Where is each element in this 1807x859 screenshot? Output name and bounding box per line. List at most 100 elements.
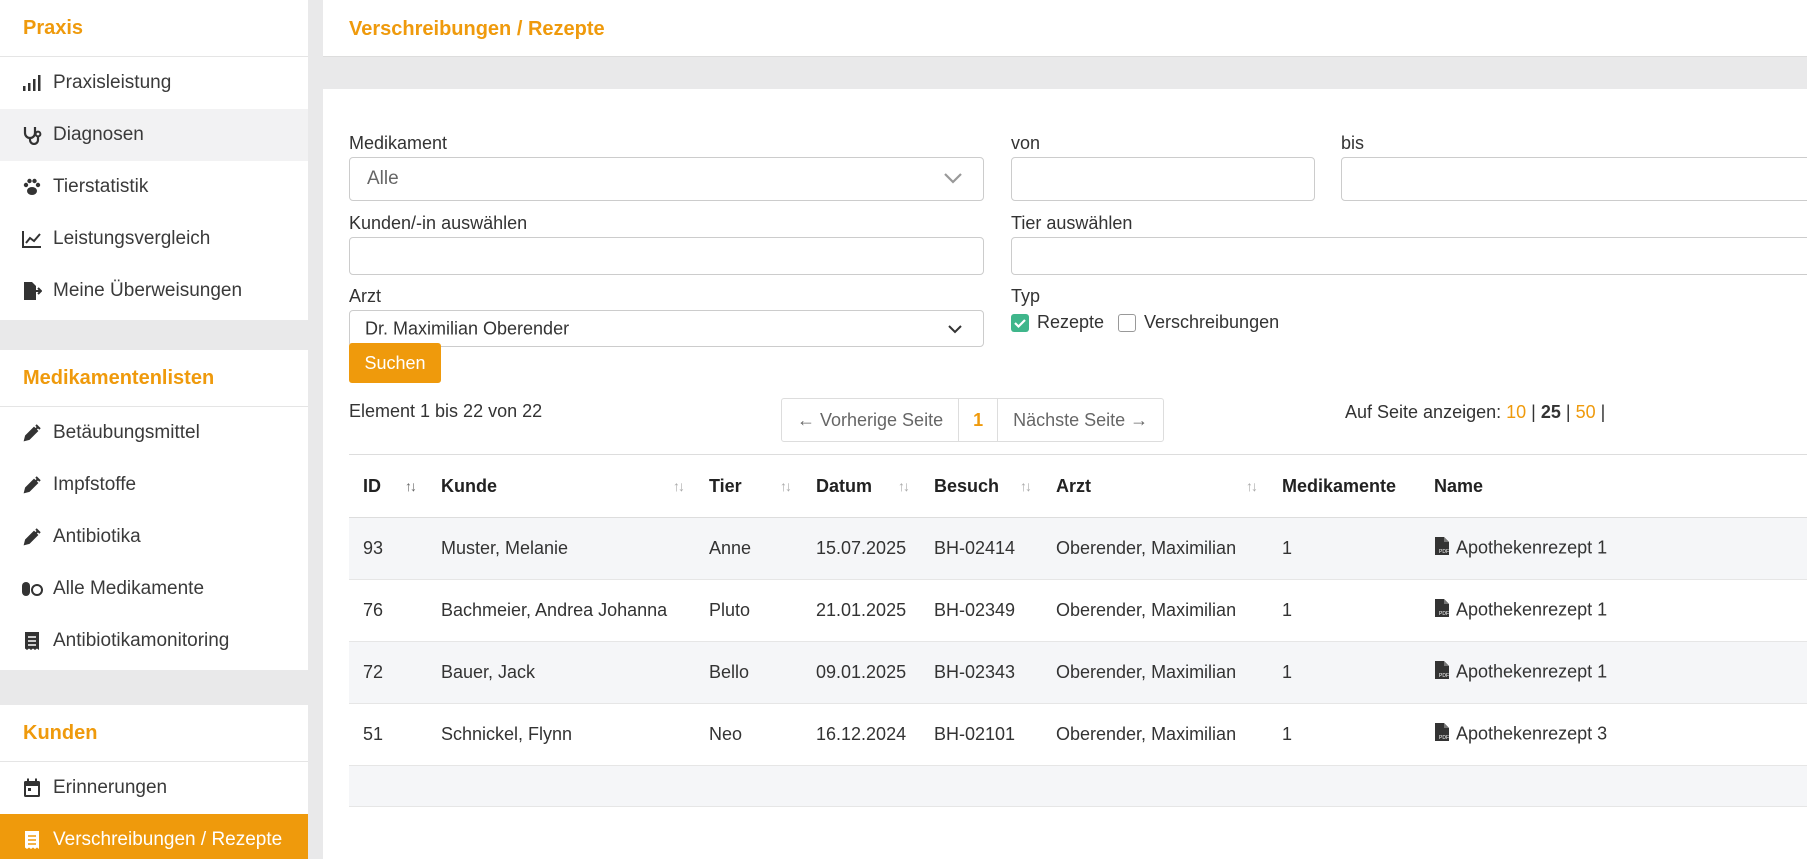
- column-header-tier[interactable]: Tier ↑↓: [695, 454, 802, 518]
- column-header-datum[interactable]: Datum ↑↓: [802, 454, 920, 518]
- sidebar: Praxis Praxisleistung Diagnosen Tierstat…: [0, 0, 308, 859]
- prescription-link[interactable]: Apothekenrezept 1: [1456, 537, 1608, 558]
- sidebar-section-title: Praxis: [0, 0, 308, 57]
- sidebar-item-leistungsvergleich[interactable]: Leistungsvergleich: [0, 213, 308, 265]
- sidebar-section-title: Medikamentenlisten: [0, 350, 308, 407]
- cell-name[interactable]: PDF Apothekenrezept 1: [1420, 517, 1807, 580]
- sidebar-section-praxis: Praxis Praxisleistung Diagnosen Tierstat…: [0, 0, 308, 320]
- sidebar-item-erinnerungen[interactable]: Erinnerungen: [0, 762, 308, 814]
- current-page[interactable]: 1: [959, 399, 999, 441]
- column-header-id[interactable]: ID ↑↓: [349, 454, 427, 518]
- table-header-row: ID ↑↓ Kunde ↑↓ Tier ↑↓ Datum ↑↓ Besuch ↑↓ Arz…: [349, 454, 1807, 518]
- column-header-name: Name: [1420, 454, 1807, 518]
- medikament-select-value: Alle: [367, 168, 399, 189]
- sort-icon[interactable]: ↑↓: [898, 478, 910, 494]
- table-row[interactable]: 72 Bauer, Jack Bello 09.01.2025 BH-02343…: [349, 641, 1807, 704]
- sidebar-item-label: Impfstoffe: [53, 474, 137, 495]
- previous-page-button[interactable]: ← Vorherige Seite: [782, 399, 960, 441]
- signal-bars-icon: [20, 72, 44, 94]
- sidebar-item-diagnosen[interactable]: Diagnosen: [0, 109, 308, 161]
- next-page-button[interactable]: Nächste Seite →: [1013, 410, 1149, 430]
- von-date-field[interactable]: [1011, 157, 1315, 201]
- cell-medikamente: 1: [1268, 641, 1420, 704]
- sidebar-item-alle-medikamente[interactable]: Alle Medikamente: [0, 563, 308, 615]
- sort-icon[interactable]: ↑↓: [780, 478, 792, 494]
- medikament-label: Medikament: [349, 133, 448, 153]
- cell-datum: 09.01.2025: [802, 641, 920, 704]
- medikament-select[interactable]: Alle: [349, 157, 984, 201]
- pdf-file-icon[interactable]: PDF: [1434, 722, 1450, 747]
- cell-tier: Anne: [695, 517, 802, 580]
- column-header-medikamente: Medikamente: [1268, 454, 1420, 518]
- pdf-file-icon[interactable]: PDF: [1434, 536, 1450, 561]
- cell-kunde: Schnickel, Flynn: [427, 703, 695, 766]
- cell-besuch: BH-02414: [920, 517, 1042, 580]
- sidebar-item-antibiotikamonitoring[interactable]: Antibiotikamonitoring: [0, 615, 308, 667]
- results-summary: Element 1 bis 22 von 22: [349, 401, 543, 421]
- sidebar-section-title: Kunden: [0, 705, 308, 762]
- kunde-select[interactable]: [349, 237, 984, 275]
- per-page-option-10[interactable]: 10: [1506, 402, 1527, 422]
- prescription-link[interactable]: Apothekenrezept 1: [1456, 599, 1608, 620]
- tier-select[interactable]: [1011, 237, 1807, 275]
- sidebar-item-label: Alle Medikamente: [53, 578, 205, 599]
- table-row[interactable]: 51 Schnickel, Flynn Neo 16.12.2024 BH-02…: [349, 703, 1807, 766]
- cell-name[interactable]: PDF Apothekenrezept 1: [1420, 579, 1807, 642]
- sidebar-item-label: Leistungsvergleich: [53, 228, 211, 249]
- sidebar-item-label: Praxisleistung: [53, 72, 172, 93]
- tier-label: Tier auswählen: [1011, 213, 1133, 233]
- table-row-partial[interactable]: [349, 765, 1807, 807]
- verschreibungen-checkbox-label: Verschreibungen: [1144, 312, 1280, 332]
- cell-kunde: Bachmeier, Andrea Johanna: [427, 579, 695, 642]
- cell-arzt: Oberender, Maximilian: [1042, 703, 1268, 766]
- bis-label: bis: [1341, 133, 1365, 153]
- sidebar-item-tierstatistik[interactable]: Tierstatistik: [0, 161, 308, 213]
- cell-name[interactable]: PDF Apothekenrezept 3: [1420, 703, 1807, 766]
- cell-arzt: Oberender, Maximilian: [1042, 517, 1268, 580]
- column-header-kunde[interactable]: Kunde ↑↓: [427, 454, 695, 518]
- cell-tier: Bello: [695, 641, 802, 704]
- bis-date-field[interactable]: [1341, 157, 1807, 201]
- check-icon: [1014, 319, 1026, 329]
- sidebar-section-kunden: Kunden Erinnerungen Verschreibungen / Re…: [0, 705, 308, 859]
- sidebar-item-praxisleistung[interactable]: Praxisleistung: [0, 57, 308, 109]
- verschreibungen-checkbox[interactable]: [1118, 314, 1136, 332]
- per-page-option-50[interactable]: 50: [1575, 402, 1596, 422]
- sidebar-item-impfstoffe[interactable]: Impfstoffe: [0, 459, 308, 511]
- pdf-file-icon[interactable]: PDF: [1434, 660, 1450, 685]
- per-page-selector: Auf Seite anzeigen: 10 | 25 | 50 |: [1345, 402, 1606, 422]
- prescription-link[interactable]: Apothekenrezept 3: [1456, 723, 1608, 744]
- kunde-label: Kunden/-in auswählen: [349, 213, 528, 233]
- paw-icon: [20, 176, 44, 198]
- sidebar-item-label: Verschreibungen / Rezepte: [53, 829, 283, 850]
- sort-asc-icon[interactable]: ↑↓: [405, 478, 417, 494]
- per-page-option-25[interactable]: 25: [1540, 402, 1561, 422]
- per-page-label: Auf Seite anzeigen:: [1345, 402, 1502, 422]
- sidebar-item-label: Diagnosen: [53, 124, 144, 145]
- syringe-icon: [20, 526, 44, 548]
- sort-icon[interactable]: ↑↓: [1020, 478, 1032, 494]
- pdf-file-icon[interactable]: PDF: [1434, 598, 1450, 623]
- sidebar-item-meine-ueberweisungen[interactable]: Meine Überweisungen: [0, 265, 308, 317]
- table-row[interactable]: 76 Bachmeier, Andrea Johanna Pluto 21.01…: [349, 579, 1807, 642]
- search-button[interactable]: Suchen: [349, 343, 441, 383]
- filter-and-results-panel: Medikament Alle von bis Kunden/-in auswä…: [323, 89, 1807, 859]
- sidebar-item-antibiotika[interactable]: Antibiotika: [0, 511, 308, 563]
- svg-text:PDF: PDF: [1439, 735, 1449, 741]
- cell-name[interactable]: PDF Apothekenrezept 1: [1420, 641, 1807, 704]
- sidebar-item-betaeubungsmittel[interactable]: Betäubungsmittel: [0, 407, 308, 459]
- column-header-besuch[interactable]: Besuch ↑↓: [920, 454, 1042, 518]
- column-header-arzt[interactable]: Arzt ↑↓: [1042, 454, 1268, 518]
- pills-icon: [20, 578, 44, 600]
- page-title: Verschreibungen / Rezepte: [349, 18, 605, 40]
- sidebar-item-verschreibungen-rezepte[interactable]: Verschreibungen / Rezepte: [0, 814, 308, 859]
- calendar-icon: [20, 777, 44, 799]
- sort-icon[interactable]: ↑↓: [1246, 478, 1258, 494]
- prescription-link[interactable]: Apothekenrezept 1: [1456, 661, 1608, 682]
- rezepte-checkbox[interactable]: [1011, 314, 1029, 332]
- cell-tier: Neo: [695, 703, 802, 766]
- arzt-select[interactable]: Dr. Maximilian Oberender: [349, 310, 984, 347]
- table-row[interactable]: 93 Muster, Melanie Anne 15.07.2025 BH-02…: [349, 517, 1807, 580]
- sort-icon[interactable]: ↑↓: [673, 478, 685, 494]
- file-export-icon: [20, 280, 44, 302]
